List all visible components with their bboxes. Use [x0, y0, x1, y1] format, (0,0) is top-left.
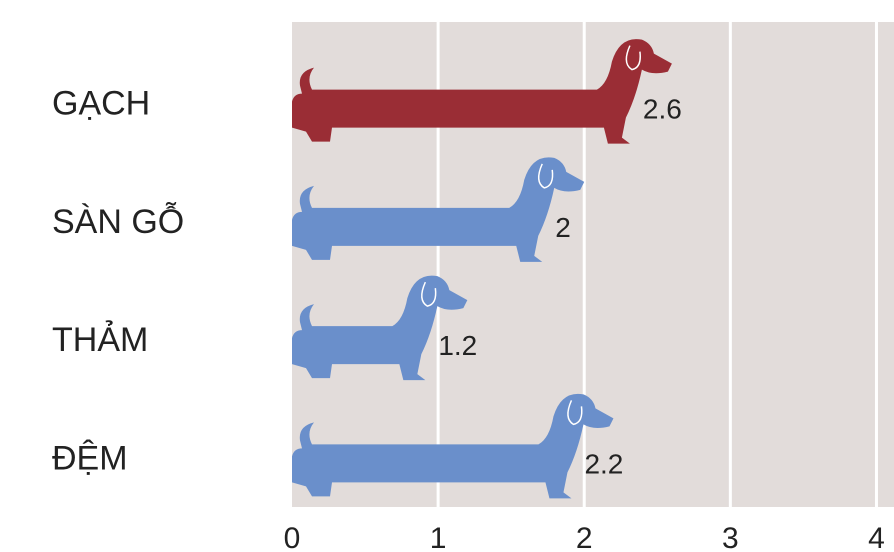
x-tick-label: 3: [722, 522, 739, 552]
dog-ear: [567, 400, 583, 426]
bar: [292, 157, 585, 262]
x-tick-label: 1: [430, 522, 447, 552]
x-tick-label: 2: [576, 522, 593, 552]
value-label: 2.6: [643, 94, 682, 125]
category-label: THẢM: [52, 321, 148, 359]
bar: [292, 393, 614, 499]
category-label: ĐỆM: [52, 439, 128, 477]
dog-ear: [625, 45, 641, 71]
dog-ear: [421, 281, 437, 307]
x-tick-label: 4: [868, 522, 885, 552]
x-tick-label: 0: [284, 522, 301, 552]
value-label: 1.2: [438, 330, 477, 361]
dog-ear: [537, 163, 554, 189]
category-label: GẠCH: [52, 85, 150, 123]
bar: [292, 39, 672, 144]
category-label: SÀN GỖ: [52, 203, 184, 241]
value-label: 2.2: [584, 448, 623, 479]
value-label: 2: [555, 212, 571, 243]
